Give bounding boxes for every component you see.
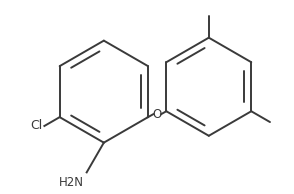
Text: Cl: Cl — [30, 120, 42, 133]
Text: H2N: H2N — [59, 176, 84, 189]
Text: O: O — [153, 108, 162, 121]
